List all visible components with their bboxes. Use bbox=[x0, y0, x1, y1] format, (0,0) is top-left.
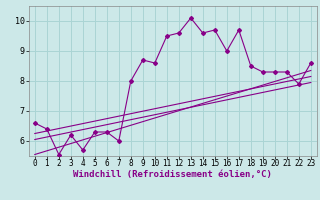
X-axis label: Windchill (Refroidissement éolien,°C): Windchill (Refroidissement éolien,°C) bbox=[73, 170, 272, 179]
